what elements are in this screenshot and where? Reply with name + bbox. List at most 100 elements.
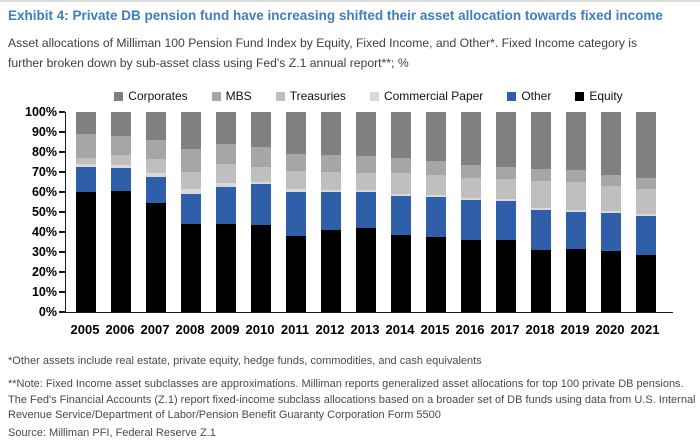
bar-segment-corporates <box>601 112 621 175</box>
footnote-note: **Note: Fixed Income asset subclasses ar… <box>8 378 696 421</box>
bar-2008 <box>181 112 201 312</box>
y-tick-mark <box>59 171 65 173</box>
legend-swatch-icon <box>507 91 517 101</box>
bar-segment-treasuries <box>251 167 271 182</box>
y-tick-label: 50% <box>31 205 57 219</box>
bar-segment-commercial-paper <box>181 189 201 194</box>
bar-segment-treasuries <box>321 172 341 190</box>
y-tick-mark <box>59 151 65 153</box>
bar-segment-equity <box>216 224 236 312</box>
y-tick-mark <box>59 251 65 253</box>
bar-segment-other <box>321 192 341 230</box>
bar-segment-treasuries <box>286 171 306 189</box>
bar-segment-mbs <box>76 134 96 158</box>
y-tick-mark <box>59 271 65 273</box>
bar-segment-equity <box>426 237 446 312</box>
plot-area <box>65 112 673 313</box>
legend-label: Treasuries <box>289 89 346 103</box>
bar-segment-corporates <box>111 112 131 136</box>
bar-segment-commercial-paper <box>531 208 551 210</box>
bar-segment-equity <box>111 191 131 312</box>
bar-2019 <box>566 112 586 312</box>
legend-item-mbs: MBS <box>211 89 252 103</box>
bar-segment-corporates <box>146 112 166 140</box>
y-tick-label: 30% <box>31 245 57 259</box>
bar-2007 <box>146 112 166 312</box>
y-tick-mark <box>59 111 65 113</box>
x-tick-label: 2012 <box>315 322 345 337</box>
bar-segment-equity <box>181 224 201 312</box>
bar-segment-other <box>216 187 236 224</box>
bar-segment-treasuries <box>461 178 481 198</box>
bar-2014 <box>391 112 411 312</box>
bar-segment-corporates <box>356 112 376 156</box>
y-tick-label: 0% <box>38 305 57 319</box>
legend-swatch-icon <box>211 91 221 101</box>
bar-segment-corporates <box>461 112 481 165</box>
bar-2015 <box>426 112 446 312</box>
bar-segment-corporates <box>286 112 306 154</box>
y-tick-mark <box>59 291 65 293</box>
bar-segment-treasuries <box>391 173 411 194</box>
bar-segment-mbs <box>636 178 656 189</box>
y-tick-mark <box>59 191 65 193</box>
legend-swatch-icon <box>575 91 585 101</box>
bar-segment-commercial-paper <box>566 210 586 212</box>
x-tick-label: 2011 <box>280 322 310 337</box>
bar-segment-commercial-paper <box>146 173 166 177</box>
y-tick-mark <box>59 211 65 213</box>
bar-segment-corporates <box>181 112 201 149</box>
bar-segment-equity <box>76 192 96 312</box>
bar-2021 <box>636 112 656 312</box>
bar-segment-mbs <box>426 161 446 175</box>
bar-segment-equity <box>356 228 376 312</box>
legend-label: Corporates <box>128 89 188 103</box>
bar-segment-commercial-paper <box>601 211 621 213</box>
x-tick-label: 2007 <box>140 322 170 337</box>
bar-2018 <box>531 112 551 312</box>
exhibit-title: Exhibit 4: Private DB pension fund have … <box>8 8 663 23</box>
bar-segment-other <box>356 192 376 228</box>
bar-segment-mbs <box>461 165 481 178</box>
y-tick-label: 80% <box>31 145 57 159</box>
bar-segment-equity <box>566 249 586 312</box>
x-tick-label: 2018 <box>525 322 555 337</box>
bar-2011 <box>286 112 306 312</box>
bar-segment-equity <box>636 255 656 312</box>
bar-segment-commercial-paper <box>391 194 411 196</box>
chart-subtitle: Asset allocations of Milliman 100 Pensio… <box>8 36 638 70</box>
y-tick-mark <box>59 231 65 233</box>
y-tick-label: 20% <box>31 265 57 279</box>
bar-segment-corporates <box>391 112 411 158</box>
bar-segment-other <box>111 168 131 191</box>
x-tick-label: 2009 <box>210 322 240 337</box>
bar-segment-equity <box>286 236 306 312</box>
legend-label: Equity <box>589 89 623 103</box>
bar-segment-other <box>286 192 306 236</box>
bar-segment-treasuries <box>111 155 131 165</box>
bar-segment-corporates <box>216 112 236 144</box>
bar-segment-commercial-paper <box>636 214 656 216</box>
bar-2010 <box>251 112 271 312</box>
bar-2017 <box>496 112 516 312</box>
y-tick-label: 60% <box>31 185 57 199</box>
legend-label: MBS <box>225 89 252 103</box>
bar-segment-treasuries <box>496 179 516 199</box>
bar-segment-mbs <box>356 156 376 173</box>
y-tick-mark <box>59 311 65 313</box>
bar-segment-mbs <box>286 154 306 171</box>
source-line: Source: Milliman PFI, Federal Reserve Z.… <box>8 427 216 439</box>
x-tick-label: 2016 <box>455 322 485 337</box>
bar-segment-corporates <box>426 112 446 161</box>
legend-item-corporates: Corporates <box>114 89 188 103</box>
x-tick-label: 2013 <box>350 322 380 337</box>
legend-label: Commercial Paper <box>383 89 484 103</box>
bar-segment-corporates <box>76 112 96 134</box>
bar-segment-other <box>636 216 656 255</box>
bar-segment-mbs <box>496 167 516 179</box>
y-tick-mark <box>59 131 65 133</box>
x-tick-label: 2019 <box>560 322 590 337</box>
legend-swatch-icon <box>114 91 124 101</box>
bar-segment-commercial-paper <box>496 199 516 201</box>
